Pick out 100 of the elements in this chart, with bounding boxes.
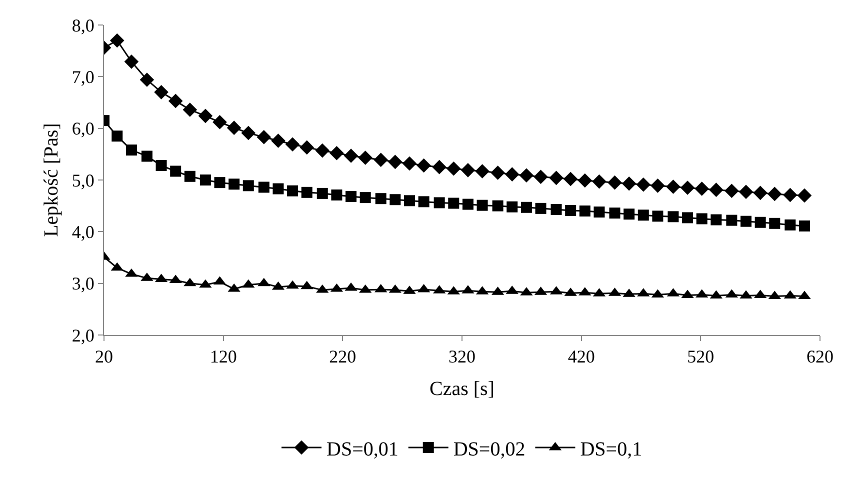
- point: [740, 216, 752, 227]
- point: [476, 200, 488, 211]
- legend-label: DS=0,02: [453, 438, 526, 460]
- point: [271, 134, 286, 148]
- point: [565, 204, 576, 216]
- point: [726, 214, 738, 226]
- x-tick-label: 320: [448, 346, 476, 367]
- point: [636, 178, 651, 192]
- y-tick-label: 7,0: [72, 66, 94, 87]
- point: [212, 114, 227, 130]
- y-axis-title: Lepkość [Pas]: [40, 123, 62, 237]
- point: [358, 150, 372, 165]
- point: [506, 201, 518, 212]
- point: [346, 191, 357, 202]
- point: [402, 156, 417, 171]
- point: [388, 154, 402, 170]
- point: [214, 177, 226, 188]
- point: [256, 130, 272, 144]
- point: [563, 172, 578, 186]
- legend-label: DS=0,1: [580, 438, 642, 460]
- point: [448, 198, 460, 209]
- y-tick-label: 3,0: [72, 274, 94, 294]
- y-tick-label: 2,0: [72, 325, 94, 346]
- point: [170, 166, 182, 177]
- point: [519, 168, 534, 182]
- point: [668, 211, 679, 222]
- point: [769, 218, 780, 229]
- x-tick-label: 120: [210, 346, 237, 367]
- point: [404, 195, 415, 206]
- y-tick-label: 8,0: [72, 15, 94, 36]
- point: [446, 161, 461, 176]
- point: [258, 182, 270, 193]
- point: [200, 174, 211, 186]
- x-tick-label: 20: [95, 346, 113, 367]
- point: [682, 212, 694, 224]
- point: [110, 33, 124, 48]
- point: [375, 193, 386, 204]
- point: [492, 200, 504, 212]
- point: [738, 184, 754, 200]
- point: [344, 148, 358, 163]
- y-tick-label: 4,0: [72, 222, 94, 242]
- point: [754, 216, 766, 228]
- point: [624, 208, 635, 220]
- point: [434, 197, 445, 208]
- point: [316, 188, 328, 199]
- point: [168, 94, 183, 108]
- point: [784, 219, 796, 230]
- point: [652, 210, 664, 222]
- point: [783, 188, 798, 202]
- point: [592, 174, 606, 189]
- point: [156, 160, 167, 172]
- point: [315, 143, 330, 158]
- point: [594, 206, 605, 218]
- point: [638, 210, 649, 221]
- point: [608, 175, 622, 190]
- point: [360, 192, 371, 204]
- x-axis-title: Czas [s]: [430, 378, 494, 400]
- point: [226, 120, 242, 135]
- point: [579, 206, 590, 216]
- x-tick-label: 420: [568, 346, 595, 367]
- point: [475, 164, 490, 178]
- point: [797, 188, 812, 203]
- point: [709, 182, 724, 197]
- point: [680, 180, 695, 195]
- point: [504, 167, 520, 182]
- point: [549, 170, 564, 186]
- point: [374, 152, 388, 167]
- point: [534, 170, 548, 184]
- point: [753, 186, 768, 200]
- point: [432, 160, 446, 174]
- point: [141, 150, 152, 162]
- point: [330, 146, 344, 160]
- point: [112, 130, 123, 142]
- point: [490, 166, 505, 180]
- point: [331, 189, 342, 200]
- point: [462, 198, 474, 210]
- point: [550, 204, 562, 215]
- y-tick-label: 5,0: [72, 170, 94, 190]
- point: [418, 196, 430, 208]
- point: [272, 183, 284, 194]
- point: [460, 163, 476, 178]
- x-tick-label: 520: [687, 346, 714, 367]
- x-tick-label: 620: [806, 346, 834, 367]
- point: [301, 186, 312, 198]
- point: [578, 173, 592, 188]
- point: [798, 220, 810, 232]
- y-tick-label: 6,0: [72, 118, 94, 139]
- legend-label: DS=0,01: [326, 438, 398, 460]
- point: [710, 214, 722, 226]
- point: [198, 108, 213, 124]
- point: [287, 185, 298, 196]
- point: [184, 170, 196, 182]
- point: [300, 140, 314, 155]
- point: [520, 202, 532, 213]
- point: [622, 176, 636, 191]
- point: [140, 72, 154, 87]
- point: [241, 126, 256, 140]
- point: [390, 194, 401, 206]
- point: [416, 158, 431, 173]
- point: [124, 54, 139, 69]
